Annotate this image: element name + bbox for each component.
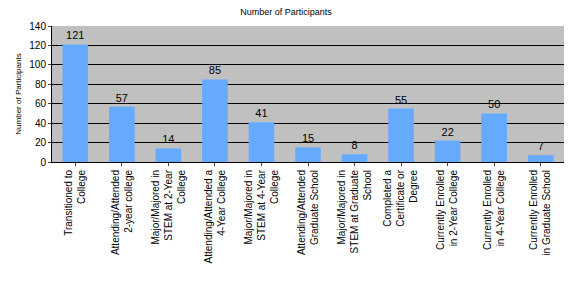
svg-text:40: 40 xyxy=(35,118,47,129)
svg-text:0: 0 xyxy=(40,157,46,168)
svg-text:41: 41 xyxy=(255,107,267,119)
svg-text:Number of Participants: Number of Participants xyxy=(14,53,23,134)
svg-text:15: 15 xyxy=(302,132,314,144)
svg-text:Attending/AttendedGraduate Sch: Attending/AttendedGraduate School xyxy=(296,170,320,255)
svg-text:Currently Enrolledin 4-Year Co: Currently Enrolledin 4-Year College xyxy=(482,170,506,250)
svg-text:Major/Majored inSTEM at 4-Year: Major/Majored inSTEM at 4-YearCollege xyxy=(243,169,280,244)
svg-text:57: 57 xyxy=(116,92,128,104)
svg-text:Number of Participants: Number of Participants xyxy=(240,7,332,17)
svg-text:100: 100 xyxy=(29,59,46,70)
svg-text:Attending/Attended a4-Year Col: Attending/Attended a4-Year College xyxy=(203,170,227,264)
svg-text:Currently Enrolledin 2-Year Co: Currently Enrolledin 2-Year College xyxy=(435,170,459,250)
svg-text:80: 80 xyxy=(35,79,47,90)
svg-text:7: 7 xyxy=(538,140,544,152)
svg-text:Completed aCertificate orDegre: Completed aCertificate orDegree xyxy=(382,169,419,226)
svg-text:8: 8 xyxy=(351,139,357,151)
svg-text:14: 14 xyxy=(162,133,174,145)
svg-text:55: 55 xyxy=(395,94,407,106)
svg-text:20: 20 xyxy=(35,137,47,148)
svg-text:120: 120 xyxy=(29,40,46,51)
svg-text:Attending/Attended2-year colle: Attending/Attended2-year college xyxy=(110,170,134,256)
svg-text:140: 140 xyxy=(29,21,46,32)
svg-text:Currently Enrolledin Graduate: Currently Enrolledin Graduate School xyxy=(528,170,552,256)
svg-text:Major/Majored inSTEM at 2-Year: Major/Majored inSTEM at 2-YearCollege xyxy=(150,169,187,244)
svg-text:60: 60 xyxy=(35,98,47,109)
svg-text:121: 121 xyxy=(66,29,84,41)
svg-text:Major/Majored inSTEM at Gradua: Major/Majored inSTEM at GraduateSchool xyxy=(336,170,373,254)
svg-text:22: 22 xyxy=(442,126,454,138)
svg-text:50: 50 xyxy=(488,98,500,110)
svg-text:85: 85 xyxy=(209,64,221,76)
svg-text:Transitioned toCollege: Transitioned toCollege xyxy=(63,170,87,236)
